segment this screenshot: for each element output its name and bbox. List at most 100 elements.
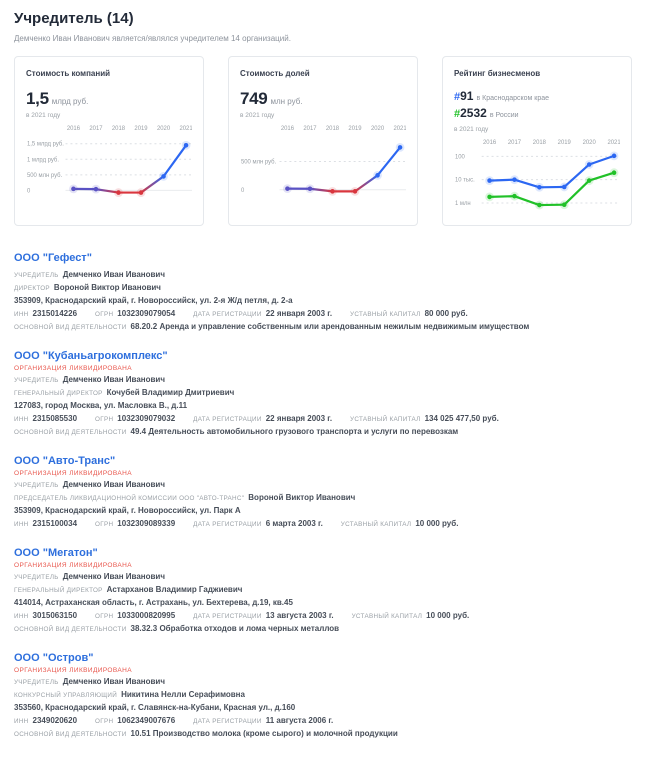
field-label: ДАТА РЕГИСТРАЦИИ <box>193 521 262 528</box>
field-label: ПРЕДСЕДАТЕЛЬ ЛИКВИДАЦИОННОЙ КОМИССИИ ООО… <box>14 495 244 502</box>
field-value: 6 марта 2003 г. <box>266 519 323 528</box>
company-liquidated-status: ОРГАНИЗАЦИЯ ЛИКВИДИРОВАНА <box>14 365 632 372</box>
field-label: ОГРН <box>95 311 113 318</box>
field-label: УЧРЕДИТЕЛЬ <box>14 574 59 581</box>
svg-text:2017: 2017 <box>303 126 317 132</box>
field-label: ОГРН <box>95 613 113 620</box>
svg-text:2018: 2018 <box>112 126 126 132</box>
company-address: 414014, Астраханская область, г. Астраха… <box>14 598 632 608</box>
field-value: 10 000 руб. <box>426 611 469 620</box>
field-value: Вороной Виктор Иванович <box>54 283 161 292</box>
companies-value-chart: 1,5 млрд руб.1 млрд руб.500 млн руб.0201… <box>26 121 192 207</box>
field-value: 68.20.2 Аренда и управление собственным … <box>131 322 530 331</box>
company-name-link[interactable]: ООО "Мегатон" <box>14 547 98 559</box>
field-value: 3015063150 <box>33 611 78 620</box>
field-value: 49.4 Деятельность автомобильного грузово… <box>131 427 459 436</box>
svg-text:500 млн руб.: 500 млн руб. <box>27 173 63 179</box>
company-liquidated-status: ОРГАНИЗАЦИЯ ЛИКВИДИРОВАНА <box>14 470 632 477</box>
field-label: ИНН <box>14 613 29 620</box>
rank-country-label: в России <box>490 112 519 119</box>
field-value: 2315100034 <box>33 519 78 528</box>
svg-text:2018: 2018 <box>326 126 340 132</box>
field-value: 10.51 Производство молока (кроме сырого)… <box>131 729 398 738</box>
svg-text:2016: 2016 <box>483 140 497 146</box>
shares-value-number: 749 <box>240 89 267 108</box>
field-value: 22 января 2003 г. <box>266 309 332 318</box>
field-label: ИНН <box>14 718 29 725</box>
field-value: 13 августа 2003 г. <box>266 611 334 620</box>
svg-text:2020: 2020 <box>371 126 385 132</box>
field-value: Демченко Иван Иванович <box>63 480 165 489</box>
shares-value-unit: млн руб. <box>270 97 302 106</box>
field-value: Кочубей Владимир Дмитриевич <box>107 388 235 397</box>
svg-text:2020: 2020 <box>583 140 597 146</box>
field-value: 2349020620 <box>33 716 78 725</box>
businessman-rating-caption: в 2021 году <box>454 126 620 133</box>
company-name-link[interactable]: ООО "Гефест" <box>14 252 92 264</box>
field-value: 1062349007676 <box>117 716 175 725</box>
field-label: ОСНОВНОЙ ВИД ДЕЯТЕЛЬНОСТИ <box>14 324 127 331</box>
field-label: УЧРЕДИТЕЛЬ <box>14 377 59 384</box>
field-label: ДАТА РЕГИСТРАЦИИ <box>193 613 262 620</box>
svg-text:100: 100 <box>455 154 466 160</box>
company-name-link[interactable]: ООО "Кубаньагрокомплекс" <box>14 350 168 362</box>
company-name-link[interactable]: ООО "Авто-Транс" <box>14 455 115 467</box>
company-address: 353909, Краснодарский край, г. Новоросси… <box>14 296 632 306</box>
field-label: ОСНОВНОЙ ВИД ДЕЯТЕЛЬНОСТИ <box>14 626 127 633</box>
company-block: ООО "Кубаньагрокомплекс" ОРГАНИЗАЦИЯ ЛИКВ… <box>14 346 632 437</box>
svg-text:2021: 2021 <box>607 140 620 146</box>
company-person-row: ПРЕДСЕДАТЕЛЬ ЛИКВИДАЦИОННОЙ КОМИССИИ ООО… <box>14 493 632 503</box>
field-label: КОНКУРСНЫЙ УПРАВЛЯЮЩИЙ <box>14 692 117 699</box>
company-address: 353909, Краснодарский край, г. Новоросси… <box>14 506 632 516</box>
field-label: ОГРН <box>95 416 113 423</box>
company-activity-row: ОСНОВНОЙ ВИД ДЕЯТЕЛЬНОСТИ 68.20.2 Аренда … <box>14 322 632 332</box>
field-value: Демченко Иван Иванович <box>63 677 165 686</box>
svg-text:0: 0 <box>27 188 31 194</box>
svg-text:1,5 млрд руб.: 1,5 млрд руб. <box>27 142 64 148</box>
field-label: ИНН <box>14 311 29 318</box>
field-value: Демченко Иван Иванович <box>63 375 165 384</box>
field-label: ОСНОВНОЙ ВИД ДЕЯТЕЛЬНОСТИ <box>14 731 127 738</box>
companies-value-number: 1,5 <box>26 89 49 108</box>
svg-text:1 млн: 1 млн <box>455 201 471 207</box>
field-value: Вороной Виктор Иванович <box>248 493 355 502</box>
field-label: ГЕНЕРАЛЬНЫЙ ДИРЕКТОР <box>14 587 103 594</box>
field-label: УСТАВНЫЙ КАПИТАЛ <box>350 311 421 318</box>
svg-text:2017: 2017 <box>508 140 522 146</box>
company-name-link[interactable]: ООО "Остров" <box>14 652 93 664</box>
